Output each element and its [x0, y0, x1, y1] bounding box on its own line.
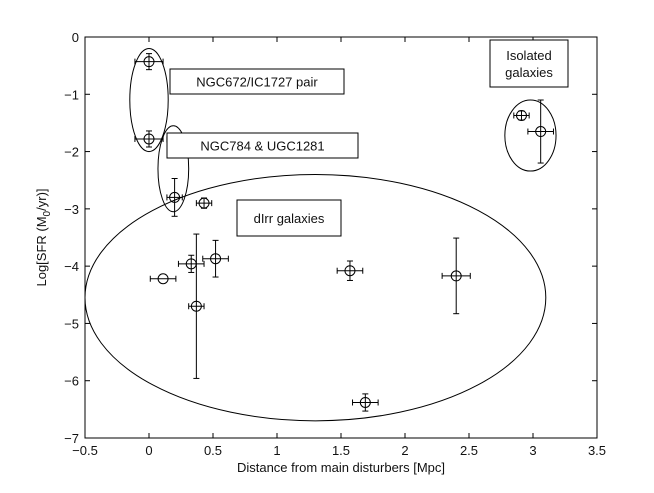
annotation-box: dIrr galaxies [236, 199, 342, 237]
annotation-frame [236, 199, 342, 237]
y-axis-label-tail: /yr)] [34, 188, 49, 210]
data-point [527, 99, 554, 164]
data-point [166, 177, 183, 217]
point-marker [198, 197, 210, 209]
annotation-box: NGC672/IC1727 pair [169, 68, 345, 95]
group-ellipse-dirr [84, 173, 547, 422]
x-tick-labels: −0.5 0 0.5 1 1.5 2 2.5 3 3.5 [72, 443, 606, 458]
plot-area [84, 36, 598, 439]
data-point [513, 109, 530, 121]
x-tick-label: 1.5 [332, 443, 350, 458]
group-ellipse-ngc672-pair [129, 47, 169, 153]
axis-ticks [84, 36, 598, 439]
y-tick-label: −3 [64, 202, 79, 217]
data-point [134, 53, 164, 71]
y-tick-label: 0 [72, 30, 79, 45]
annotation-text: Isolated [506, 48, 552, 63]
point-marker [157, 273, 169, 285]
point-marker [344, 265, 356, 277]
data-point [441, 237, 471, 315]
point-marker [169, 191, 181, 203]
y-tick-label: −4 [64, 259, 79, 274]
x-tick-label: 0.5 [204, 443, 222, 458]
y-tick-labels: 0 −1 −2 −3 −4 −5 −6 −7 [64, 30, 79, 446]
x-tick-label: 2.5 [460, 443, 478, 458]
annotations: NGC672/IC1727 pair NGC784 & UGC1281 dIrr g… [166, 39, 569, 237]
annotation-frame [166, 132, 359, 159]
annotation-text: NGC672/IC1727 pair [196, 75, 318, 90]
y-axis-label: Log[SFR (M0/yr)] [34, 188, 53, 286]
x-axis-label: Distance from main disturbers [Mpc] [237, 460, 445, 475]
x-tick-label: 1 [273, 443, 280, 458]
y-axis-label-main: Log[SFR (M [34, 216, 49, 286]
data-points [134, 53, 554, 412]
annotation-box: NGC784 & UGC1281 [166, 132, 359, 159]
annotation-text: dIrr galaxies [254, 211, 325, 226]
data-point [177, 254, 205, 273]
data-point [195, 197, 213, 209]
annotation-text: NGC784 & UGC1281 [200, 139, 324, 154]
point-marker [143, 133, 155, 145]
point-marker [535, 126, 547, 138]
point-marker [359, 396, 371, 408]
point-marker [210, 253, 222, 265]
group-ellipse-isolated [504, 99, 557, 172]
data-point [188, 233, 205, 379]
annotation-text: galaxies [505, 65, 553, 80]
x-tick-label: 3.5 [588, 443, 606, 458]
y-tick-label: −1 [64, 87, 79, 102]
y-tick-label: −7 [64, 431, 79, 446]
group-ellipse-ngc784 [157, 125, 190, 213]
x-tick-label: 2 [401, 443, 408, 458]
data-point [336, 260, 364, 281]
point-marker [515, 109, 527, 121]
annotation-box: Isolated galaxies [489, 39, 569, 88]
data-point [149, 273, 177, 285]
y-tick-label: −5 [64, 316, 79, 331]
data-point [202, 239, 229, 278]
point-marker [450, 270, 462, 282]
x-tick-label: 0 [145, 443, 152, 458]
annotation-frame [489, 39, 569, 88]
x-tick-label: 3 [529, 443, 536, 458]
data-point [134, 130, 164, 148]
data-point [352, 393, 379, 412]
point-marker [143, 56, 155, 68]
annotation-frame [169, 68, 345, 95]
y-tick-label: −6 [64, 374, 79, 389]
y-axis-label-subscript: 0 [42, 210, 53, 216]
point-marker [190, 300, 202, 312]
group-ellipses [84, 47, 557, 422]
x-tick-label: −0.5 [72, 443, 98, 458]
y-tick-label: −2 [64, 145, 79, 160]
